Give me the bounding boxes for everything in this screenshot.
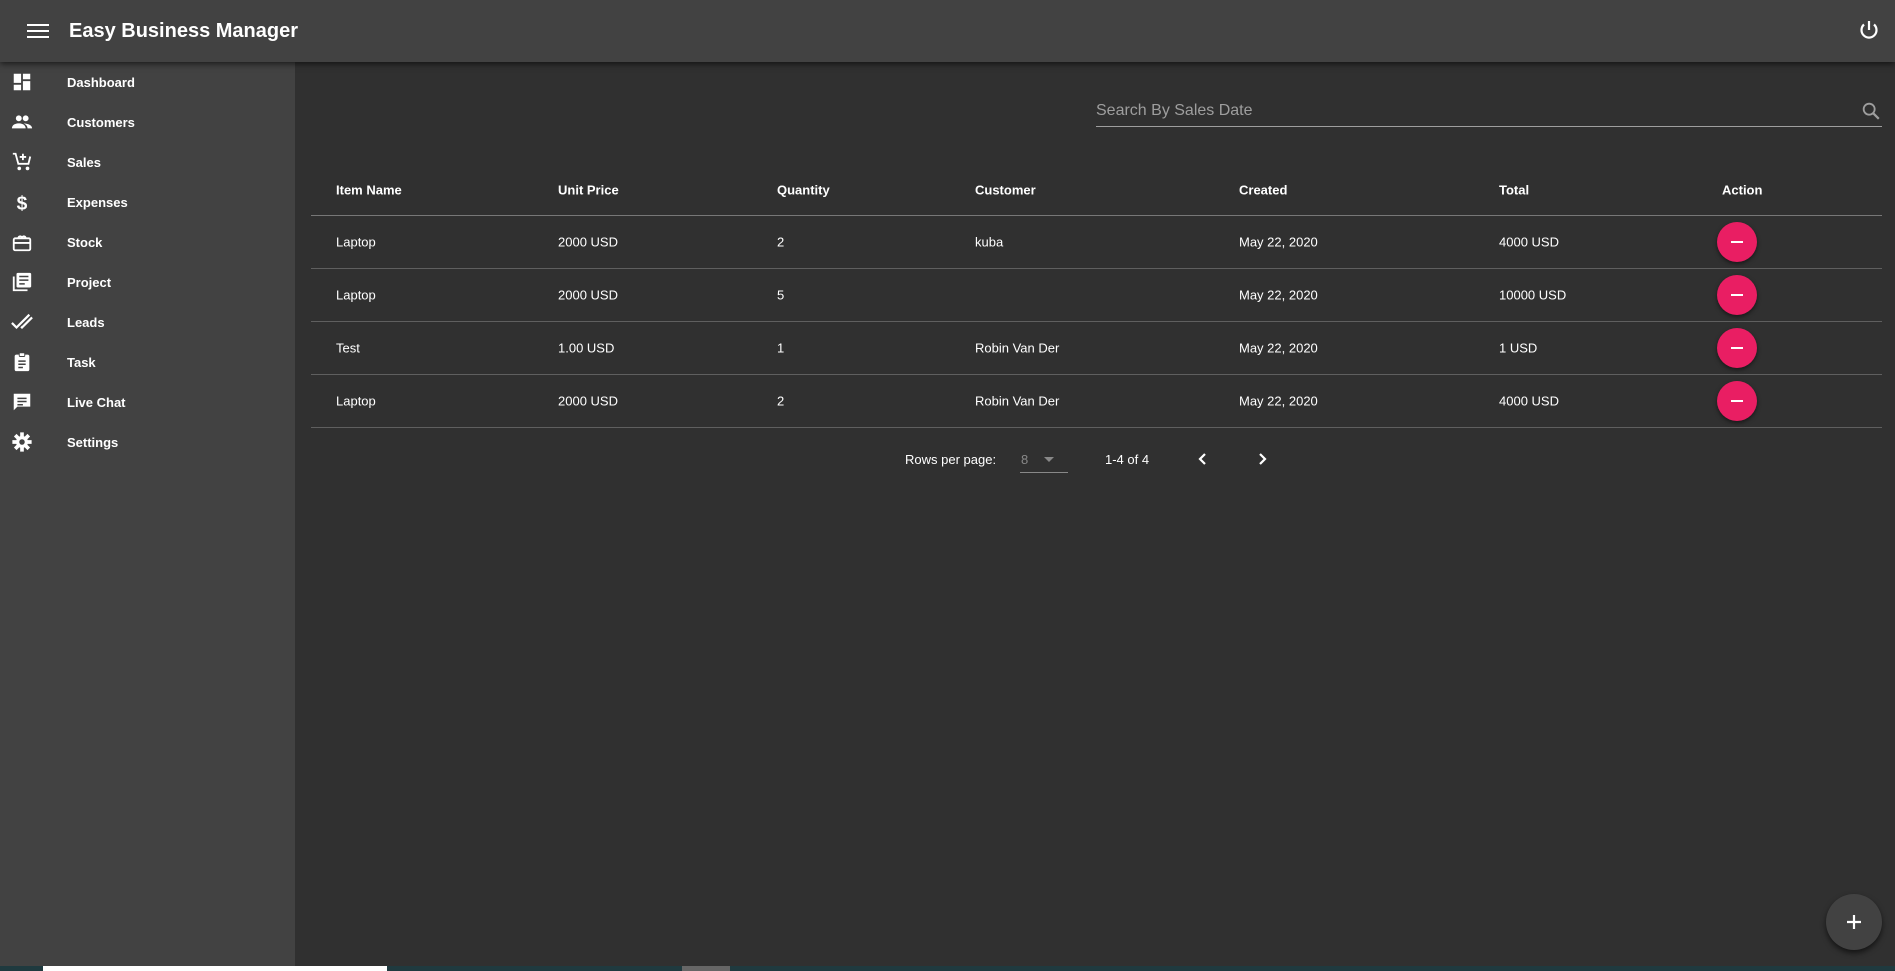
cell-quantity: 5 — [777, 287, 785, 303]
cell-item-name: Laptop — [336, 287, 376, 303]
cell-total: 4000 USD — [1499, 234, 1559, 250]
cell-item-name: Laptop — [336, 393, 376, 409]
minus-icon — [1731, 241, 1743, 243]
library-books-icon — [10, 270, 34, 294]
cell-unit-price: 2000 USD — [558, 393, 618, 409]
search-input[interactable] — [1096, 102, 1860, 120]
cell-item-name: Test — [336, 340, 360, 356]
scrollbar-thumb[interactable] — [682, 966, 730, 971]
sidebar-item-label: Stock — [67, 234, 103, 250]
chevron-left-icon[interactable] — [1195, 451, 1211, 467]
table-row: Laptop 2000 USD 2 Robin Van Der May 22, 2020… — [311, 375, 1882, 428]
delete-button[interactable] — [1717, 222, 1757, 262]
app-bar: Easy Business Manager — [0, 0, 1895, 62]
dollar-icon: $ — [10, 190, 34, 214]
sidebar-item-label: Expenses — [67, 194, 128, 210]
cell-customer: kuba — [975, 234, 1004, 250]
cell-total: 1 USD — [1499, 340, 1538, 356]
table-row: Test 1.00 USD 1 Robin Van Der May 22, 2020 1 … — [311, 322, 1882, 375]
double-check-icon — [10, 310, 34, 334]
sidebar-item-label: Live Chat — [67, 394, 126, 410]
chevron-down-icon — [1044, 457, 1054, 462]
sidebar: Dashboard Customers Sales $ Expenses Stock Pro… — [0, 62, 295, 971]
chat-icon — [10, 390, 34, 414]
sidebar-item-project[interactable]: Project — [0, 262, 295, 302]
power-icon[interactable] — [1857, 18, 1881, 42]
horizontal-scrollbar[interactable] — [0, 966, 1895, 971]
gear-icon — [10, 430, 34, 454]
search-field[interactable] — [1096, 96, 1882, 127]
header-customer[interactable]: Customer — [975, 182, 1036, 197]
sidebar-item-settings[interactable]: Settings — [0, 422, 295, 462]
sidebar-item-sales[interactable]: Sales — [0, 142, 295, 182]
sidebar-item-label: Sales — [67, 154, 101, 170]
sidebar-item-label: Leads — [67, 314, 105, 330]
pagination: Rows per page: 8 1-4 of 4 — [0, 448, 1895, 473]
sidebar-item-stock[interactable]: Stock — [0, 222, 295, 262]
cell-created: May 22, 2020 — [1239, 340, 1318, 356]
table-header: Item Name Unit Price Quantity Customer Creat… — [311, 164, 1882, 216]
table-row: Laptop 2000 USD 5 May 22, 2020 10000 USD — [311, 269, 1882, 322]
delete-button[interactable] — [1717, 328, 1757, 368]
sidebar-item-label: Project — [67, 274, 112, 290]
minus-icon — [1731, 400, 1743, 402]
cell-customer: Robin Van Der — [975, 340, 1060, 356]
cell-quantity: 2 — [777, 234, 785, 250]
minus-icon — [1731, 294, 1743, 296]
minus-icon — [1731, 347, 1743, 349]
cell-created: May 22, 2020 — [1239, 234, 1318, 250]
sidebar-item-label: Task — [67, 354, 96, 370]
header-item-name[interactable]: Item Name — [336, 182, 402, 197]
cell-quantity: 1 — [777, 340, 785, 356]
rows-per-page-value: 8 — [1021, 452, 1029, 467]
sidebar-item-label: Dashboard — [67, 74, 135, 90]
cell-item-name: Laptop — [336, 234, 376, 250]
sidebar-item-leads[interactable]: Leads — [0, 302, 295, 342]
cell-total: 4000 USD — [1499, 393, 1559, 409]
sidebar-item-task[interactable]: Task — [0, 342, 295, 382]
svg-text:$: $ — [17, 193, 28, 213]
plus-icon — [1847, 915, 1861, 929]
taskbar-segment — [43, 966, 387, 971]
cell-created: May 22, 2020 — [1239, 287, 1318, 303]
cart-add-icon — [10, 150, 34, 174]
search-icon[interactable] — [1860, 100, 1882, 122]
delete-button[interactable] — [1717, 381, 1757, 421]
sales-table: Item Name Unit Price Quantity Customer Creat… — [311, 164, 1882, 428]
cell-total: 10000 USD — [1499, 287, 1567, 303]
app-title: Easy Business Manager — [69, 19, 298, 42]
stock-box-icon — [10, 230, 34, 254]
sidebar-item-label: Settings — [67, 434, 119, 450]
header-unit-price[interactable]: Unit Price — [558, 182, 619, 197]
add-sale-button[interactable] — [1826, 894, 1882, 950]
rows-per-page-label: Rows per page: — [905, 452, 997, 467]
rows-per-page-select[interactable]: 8 — [1020, 448, 1068, 473]
header-created[interactable]: Created — [1239, 182, 1288, 197]
people-icon — [10, 110, 34, 134]
cell-created: May 22, 2020 — [1239, 393, 1318, 409]
sidebar-item-customers[interactable]: Customers — [0, 102, 295, 142]
table-row: Laptop 2000 USD 2 kuba May 22, 2020 4000 USD — [311, 216, 1882, 269]
page-range: 1-4 of 4 — [1105, 452, 1150, 467]
header-total[interactable]: Total — [1499, 182, 1530, 197]
sidebar-item-dashboard[interactable]: Dashboard — [0, 62, 295, 102]
sidebar-item-expenses[interactable]: $ Expenses — [0, 182, 295, 222]
header-quantity[interactable]: Quantity — [777, 182, 830, 197]
cell-unit-price: 2000 USD — [558, 287, 618, 303]
cell-unit-price: 2000 USD — [558, 234, 618, 250]
sidebar-item-label: Customers — [67, 114, 135, 130]
header-action[interactable]: Action — [1722, 182, 1763, 197]
cell-unit-price: 1.00 USD — [558, 340, 615, 356]
cell-customer: Robin Van Der — [975, 393, 1060, 409]
menu-icon[interactable] — [27, 20, 49, 42]
chevron-right-icon[interactable] — [1254, 451, 1270, 467]
delete-button[interactable] — [1717, 275, 1757, 315]
sidebar-item-live-chat[interactable]: Live Chat — [0, 382, 295, 422]
cell-quantity: 2 — [777, 393, 785, 409]
clipboard-icon — [10, 350, 34, 374]
dashboard-icon — [10, 70, 34, 94]
